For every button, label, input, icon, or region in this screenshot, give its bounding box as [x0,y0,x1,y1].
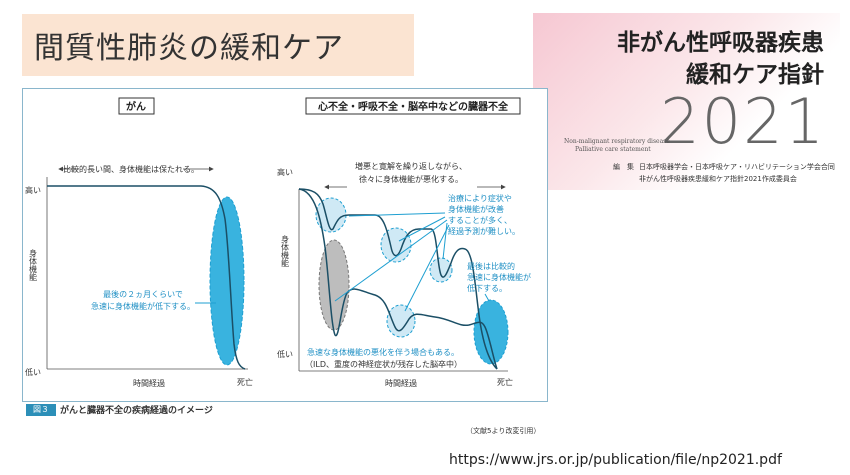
left-decline-note-line1: 最後の２ヵ月くらいで [103,289,183,299]
recovery-pointer-1 [348,212,446,217]
sudden-decline-zone [318,239,350,331]
recovery-note-line1: 治療により症状や [448,193,512,203]
recovery-note-line3: することが多く、 [448,215,512,225]
right-panel-header-box [305,97,521,115]
left-y-high: 高い [25,185,41,195]
recovery-pointer-3 [442,222,448,260]
left-x-label: 時間経過 [133,378,165,388]
right-x-label: 時間経過 [385,378,417,388]
sudden-note-line1: 急速な身体機能の悪化を伴う場合もある。 [307,347,459,357]
left-decline-zone [209,196,245,366]
left-top-note: 比較的長い間、身体機能は保たれる。 [63,164,199,174]
left-panel-header: がん [126,100,146,113]
recovery-note-line4: 経過予測が難しい。 [448,226,520,236]
right-trajectory-lower [298,188,498,370]
cover-title-line1: 非がん性呼吸器疾患 [617,30,824,56]
left-trajectory-curve [47,185,246,370]
final-note-pointer [484,293,490,302]
right-x-end: 死亡 [497,377,513,387]
final-note-line1: 最後は比較的 [467,261,515,271]
final-decline-zone [473,299,509,365]
slide-title: 間質性肺炎の緩和ケア [34,31,344,66]
final-note-line3: 低下する。 [467,283,507,293]
disease-trajectory-figure: がん 比較的長い間、身体機能は保たれる。 高い 低い 身体機能 時間経過 死亡 … [22,88,548,402]
recovery-note-line2: 身体機能が改善 [448,204,504,214]
right-panel-header: 心不全・呼吸不全・脳卒中などの臓器不全 [318,100,509,113]
left-x-end: 死亡 [237,377,253,387]
right-top-note-line1: 増悪と寛解を繰り返しながら、 [355,161,467,171]
source-url: https://www.jrs.or.jp/publication/file/n… [449,452,782,468]
cover-editor-label: 編 集 [613,163,634,171]
left-y-label: 身体機能 [29,248,38,282]
left-decline-note-line2: 急速に身体機能が低下する。 [91,301,195,311]
left-top-note-bg [79,162,183,176]
exacerbation-zone-4 [386,304,416,338]
trajectory-diagram: がん 比較的長い間、身体機能は保たれる。 高い 低い 身体機能 時間経過 死亡 … [25,97,531,388]
cover-editor-line2: 非がん性呼吸器疾患緩和ケア指針2021作成委員会 [639,175,797,183]
right-trajectory-upper [298,188,498,370]
figure-source: （文献5より改変引用） [466,427,541,435]
exacerbation-zone-3 [429,257,453,283]
figure-number-badge: 図３ [26,404,56,416]
cover-year: 2021 [660,85,826,158]
right-y-low: 低い [277,349,293,359]
cover-editor-line1: 日本呼吸器学会・日本呼吸ケア・リハビリテーション学会合同 [639,163,835,171]
cover-english-subtitle: Palliative care statement [575,146,651,153]
right-top-note-line2: 徐々に身体機能が悪化する。 [359,174,463,184]
right-y-label: 身体機能 [281,234,290,268]
cover-title-line2: 緩和ケア指針 [686,62,824,88]
recovery-pointer-4 [334,219,448,302]
left-y-low: 低い [25,367,41,377]
cover-english-title: Non-malignant respiratory disease [564,138,670,145]
sudden-note-bg [305,345,475,370]
recovery-pointer-5 [404,224,450,312]
final-note-line2: 急速に身体機能が [467,272,531,282]
left-panel-header-box [118,97,155,115]
right-y-high: 高い [277,167,293,177]
exacerbation-zone-1 [315,197,347,233]
recovery-pointer-2 [398,216,446,242]
book-cover: 非がん性呼吸器疾患 緩和ケア指針 2021 Non-malignant resp… [533,13,840,190]
slide-title-box: 間質性肺炎の緩和ケア [22,14,414,76]
figure-caption: がんと臓器不全の疾病経過のイメージ [60,406,213,416]
sudden-note-line2: （ILD、重度の神経症状が残存した脳卒中） [305,359,462,369]
right-top-note-bg [347,157,477,189]
